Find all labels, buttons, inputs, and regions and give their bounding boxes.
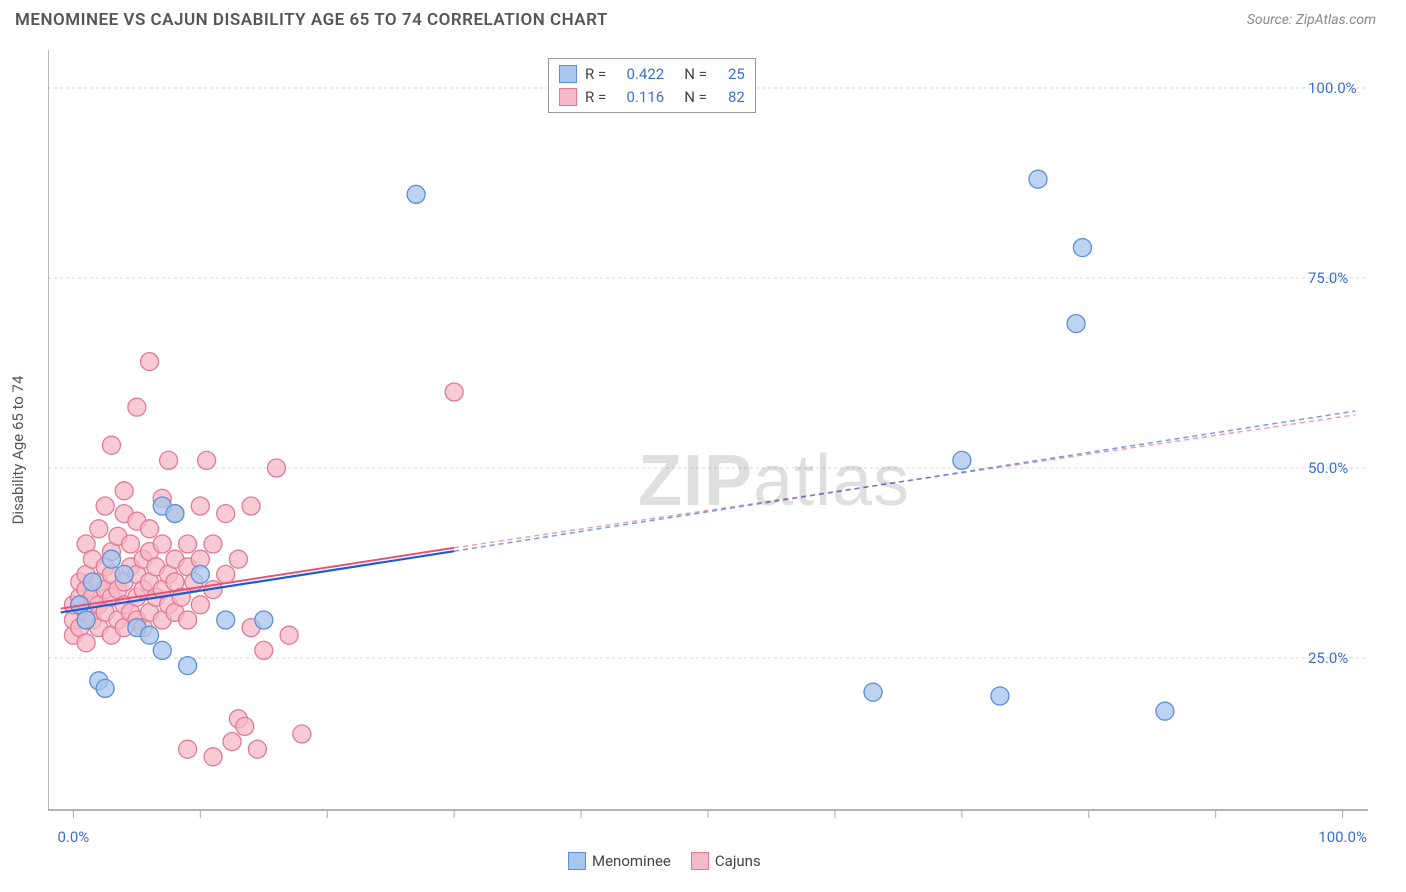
y-tick-label: 25.0% [1308, 649, 1348, 667]
legend-swatch [691, 852, 709, 870]
n-value: 82 [715, 86, 745, 109]
series-swatch [559, 65, 577, 83]
x-tick-label: 0.0% [57, 828, 89, 846]
legend-swatch [568, 852, 586, 870]
r-value: 0.422 [614, 63, 664, 86]
stats-box: R = 0.422 N = 25 R = 0.116 N = 82 [548, 58, 756, 113]
legend-label: Cajuns [715, 852, 761, 870]
chart-area: Disability Age 65 to 74 ZIPatlas R =0.42… [48, 50, 1388, 830]
r-value: 0.116 [614, 86, 664, 109]
y-tick-label: 75.0% [1308, 269, 1348, 287]
n-value: 25 [715, 63, 745, 86]
r-label: R = [585, 63, 606, 86]
stats-row: R = 0.116 N = 82 [559, 86, 745, 109]
n-label: N = [684, 63, 707, 86]
n-label: N = [684, 86, 707, 109]
stats-row: R = 0.422 N = 25 [559, 63, 745, 86]
legend-label: Menominee [592, 852, 671, 870]
y-tick-label: 100.0% [1308, 79, 1357, 97]
legend-item: Menominee [568, 852, 671, 870]
y-axis-label: Disability Age 65 to 74 [9, 376, 27, 525]
legend-item: Cajuns [691, 852, 761, 870]
source-label: Source: ZipAtlas.com [1247, 12, 1376, 28]
chart-title: MENOMINEE VS CAJUN DISABILITY AGE 65 TO … [15, 10, 608, 30]
scatter-plot [48, 50, 1388, 830]
x-tick-label: 100.0% [1318, 828, 1367, 846]
header: MENOMINEE VS CAJUN DISABILITY AGE 65 TO … [0, 0, 1406, 35]
legend: Menominee Cajuns [568, 852, 761, 870]
series-swatch [559, 88, 577, 106]
r-label: R = [585, 86, 606, 109]
y-tick-label: 50.0% [1308, 459, 1348, 477]
